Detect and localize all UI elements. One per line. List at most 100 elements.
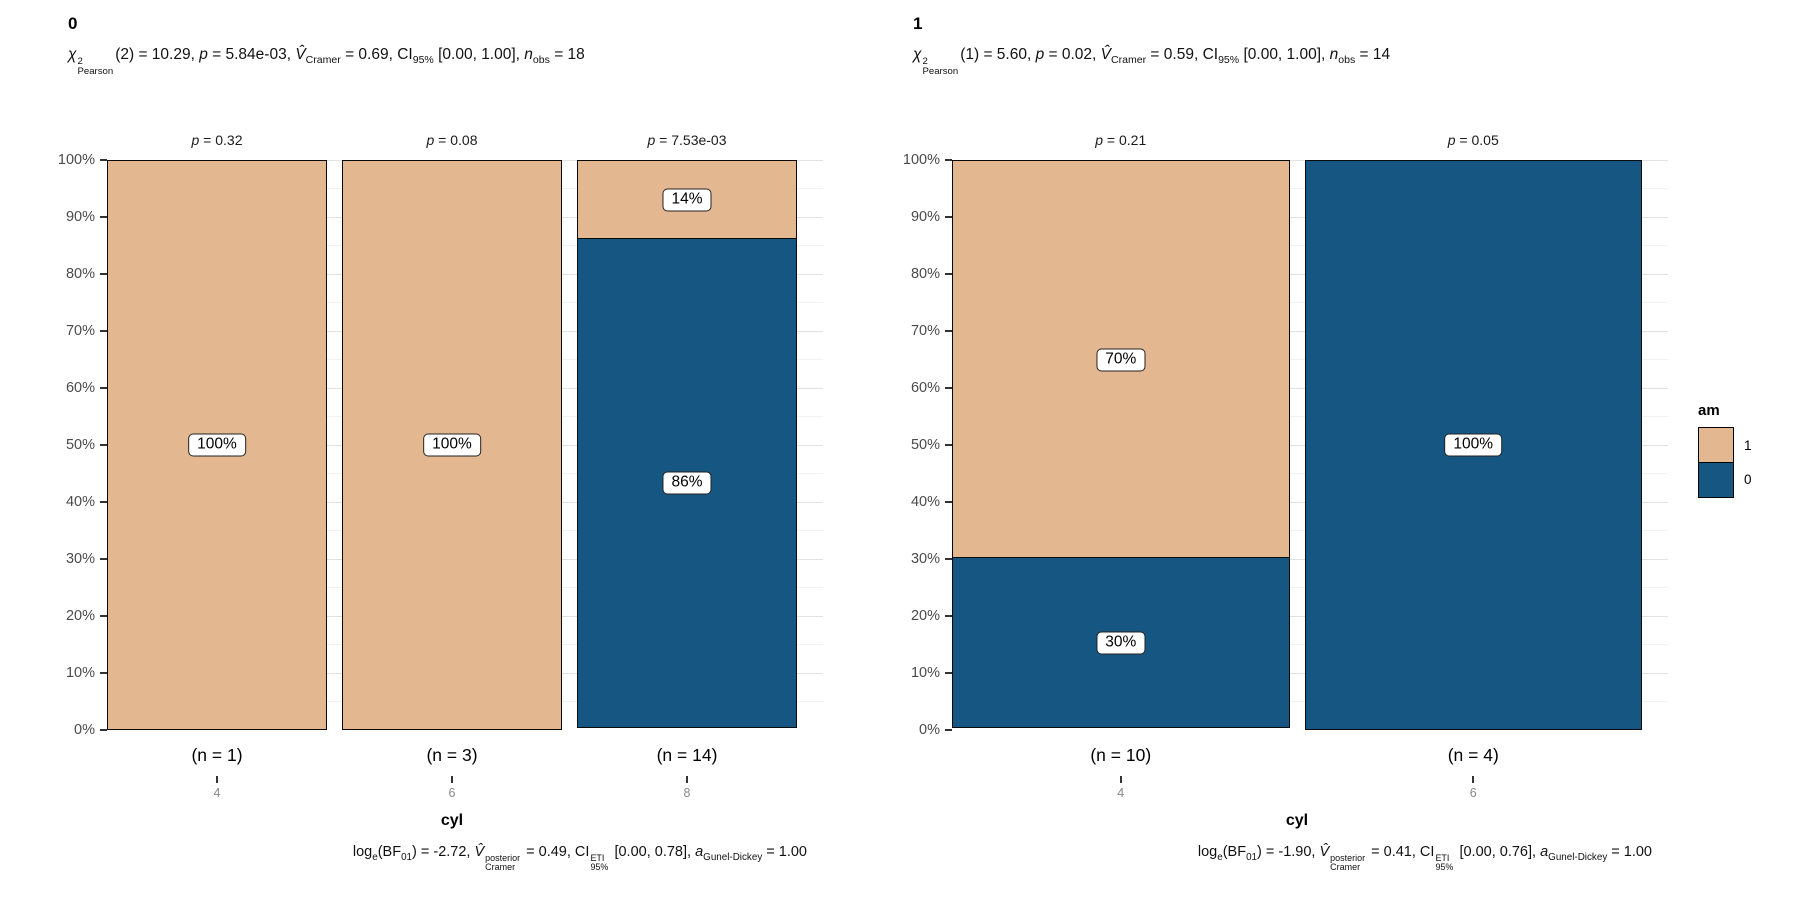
- y-tick-mark: [945, 329, 952, 333]
- segment-percentage-label: 86%: [662, 471, 712, 495]
- y-tick: 60%: [911, 380, 952, 396]
- x-axis-title: cyl: [1285, 812, 1309, 829]
- bar-segment: 100%: [107, 160, 327, 730]
- y-tick: 50%: [911, 437, 952, 453]
- y-tick-label: 50%: [910, 437, 940, 453]
- legend: am 1 0: [1690, 0, 1800, 900]
- y-tick-label: 70%: [65, 323, 95, 339]
- y-tick-mark: [945, 671, 952, 675]
- bayes-caption: loge(BF01) = -1.90, V̂ posterior Cramer = …: [1197, 844, 1652, 873]
- p-value-label: p = 0.08: [426, 132, 478, 148]
- y-tick-mark: [945, 443, 952, 447]
- y-tick-mark: [945, 557, 952, 561]
- category-label: 4: [1117, 786, 1125, 800]
- y-tick: 40%: [911, 494, 952, 510]
- legend-color-swatch: [1698, 461, 1734, 498]
- y-tick-label: 40%: [65, 494, 95, 510]
- segment-percentage-label: 30%: [1096, 631, 1146, 655]
- stats-subtitle: χ 2 Pearson (1) = 5.60, p = 0.02, V̂Cramer …: [913, 46, 1391, 78]
- bar-segment: 70%: [952, 160, 1290, 559]
- y-tick-label: 20%: [910, 608, 940, 624]
- y-tick-mark: [100, 500, 107, 504]
- y-axis: 0% 10% 20% 30% 40% 50% 60% 70% 80% 90% 100%: [0, 152, 107, 738]
- category-label: 4: [213, 786, 221, 800]
- category-cell: 4: [952, 774, 1290, 812]
- bar-segment: 30%: [952, 557, 1290, 729]
- y-tick-mark: [100, 557, 107, 561]
- y-tick-mark: [945, 272, 952, 276]
- y-tick: 0%: [74, 722, 107, 738]
- y-tick: 30%: [911, 551, 952, 567]
- category-label: 6: [448, 786, 456, 800]
- y-tick-mark: [100, 614, 107, 618]
- y-tick-label: 60%: [65, 380, 95, 396]
- y-tick: 100%: [58, 152, 107, 168]
- y-tick: 10%: [66, 665, 107, 681]
- notation-stack: ETI 95%: [590, 852, 609, 873]
- notation-stack: 2 Pearson: [922, 56, 959, 78]
- p-value-label: p = 7.53e-03: [647, 132, 727, 148]
- y-tick-mark: [945, 614, 952, 618]
- segment-percentage-label: 100%: [1444, 433, 1503, 457]
- y-tick-label: 20%: [65, 608, 95, 624]
- y-tick: 70%: [911, 323, 952, 339]
- bar-segment: 100%: [1304, 160, 1642, 730]
- segment-percentage-label: 100%: [188, 433, 246, 457]
- y-tick-label: 60%: [910, 380, 940, 396]
- y-tick-mark: [100, 671, 107, 675]
- legend-item: 1: [1698, 427, 1752, 464]
- plot-facet-0: 0 χ 2 Pearson (2) = 10.29, p = 5.84e-03, V̂…: [0, 0, 845, 900]
- sample-size-row: (n = 10) (n = 4): [952, 730, 1668, 774]
- y-tick-mark: [100, 158, 107, 162]
- bar-segment: 14%: [577, 160, 797, 240]
- segment-percentage-label: 100%: [423, 433, 481, 457]
- sample-size-label: (n = 4): [1447, 744, 1499, 765]
- notation-stack: posterior Cramer: [485, 852, 521, 873]
- stats-subtitle: χ 2 Pearson (2) = 10.29, p = 5.84e-03, V̂Cr…: [68, 46, 585, 78]
- y-tick-label: 80%: [910, 266, 940, 282]
- y-axis: 0% 10% 20% 30% 40% 50% 60% 70% 80% 90% 100%: [845, 152, 952, 738]
- y-tick-label: 90%: [910, 209, 940, 225]
- notation-stack: posterior Cramer: [1330, 852, 1366, 873]
- y-tick-label: 10%: [910, 665, 940, 681]
- y-tick-label: 30%: [65, 551, 95, 567]
- legend-item: 0: [1698, 461, 1752, 498]
- y-tick-mark: [945, 500, 952, 504]
- category-cell: 6: [342, 774, 562, 812]
- y-tick-mark: [100, 215, 107, 219]
- y-tick: 80%: [66, 266, 107, 282]
- facet-title: 0: [68, 14, 78, 33]
- sample-size-label: (n = 3): [426, 744, 478, 765]
- category-label: 8: [683, 786, 691, 800]
- facet-title: 1: [913, 14, 923, 33]
- y-tick-label: 80%: [65, 266, 95, 282]
- y-tick-mark: [100, 272, 107, 276]
- p-value-label: p = 0.21: [1095, 132, 1147, 148]
- legend-item-label: 0: [1744, 472, 1752, 488]
- category-cell: 4: [107, 774, 327, 812]
- y-tick-mark: [945, 158, 952, 162]
- y-tick: 70%: [66, 323, 107, 339]
- bars-container: 100% 100% 14% 86%: [107, 160, 823, 730]
- y-tick-label: 100%: [57, 152, 95, 168]
- category-cell: 8: [577, 774, 797, 812]
- y-tick-mark: [100, 329, 107, 333]
- x-axis-category-row: 4 6 8: [107, 774, 823, 812]
- plot-main-row: 0% 10% 20% 30% 40% 50% 60% 70% 80% 90% 100% 100% 10…: [0, 152, 845, 738]
- segment-percentage-label: 14%: [662, 188, 712, 212]
- stacked-bar: 100%: [107, 160, 327, 730]
- sample-size-label: (n = 1): [191, 744, 243, 765]
- category-label: 6: [1469, 786, 1477, 800]
- sample-size-label: (n = 14): [656, 744, 718, 765]
- y-tick: 0%: [919, 722, 952, 738]
- p-value-row: p = 0.32 p = 0.08 p = 7.53e-03: [107, 82, 823, 160]
- y-tick-label: 100%: [902, 152, 940, 168]
- y-tick-mark: [100, 443, 107, 447]
- x-tick-mark: [1119, 776, 1122, 783]
- legend-title: am: [1698, 402, 1720, 420]
- y-tick-mark: [100, 728, 107, 732]
- y-tick-label: 0%: [74, 722, 95, 738]
- y-tick-mark: [945, 728, 952, 732]
